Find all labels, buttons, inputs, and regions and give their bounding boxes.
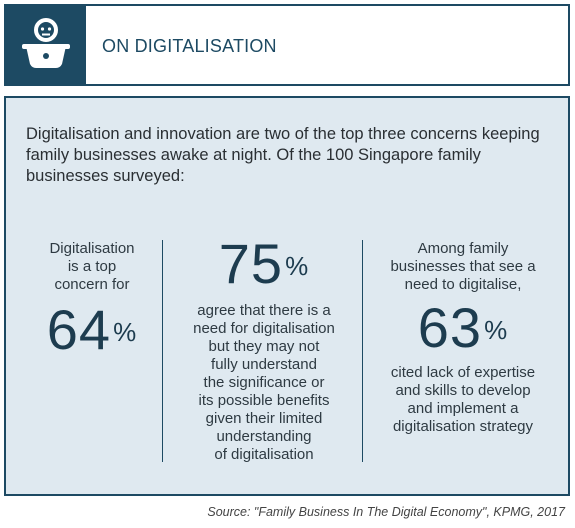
source-citation: Source: "Family Business In The Digital … [207,505,565,519]
stat-3-line-2: businesses that see a [390,258,536,275]
stat-column-3: Among family businesses that see a need … [372,240,554,436]
column-divider-1 [162,240,163,462]
stat-column-1: Digitalisation is a top concern for 64% [26,240,158,358]
section-header: ON DIGITALISATION [4,4,570,86]
stat-2-line-7: given their limited [205,410,323,427]
family-figure-icon [22,18,70,68]
stat-2-line-4: fully understand [211,356,317,373]
stat-3-line-1: Among family [417,240,509,257]
stat-1-value: 64% [26,302,158,358]
stat-2-line-6: its possible benefits [198,392,330,409]
stat-2-line-2: need for digitalisation [193,320,335,337]
stat-1-line-1: Digitalisation [49,240,135,257]
stat-2-line-3: but they may not [208,338,320,355]
stat-2-unit: % [285,251,310,281]
info-panel: Digitalisation and innovation are two of… [4,96,570,496]
stat-1-unit: % [113,317,138,347]
stat-2-line-1: agree that there is a [197,302,331,319]
intro-text: Digitalisation and innovation are two of… [26,125,540,185]
stat-2-line-5: the significance or [203,374,325,391]
stat-3-number: 63 [417,296,483,359]
stat-3-post-line-1: cited lack of expertise [390,364,536,381]
stat-3-unit: % [484,315,509,345]
stat-3-value: 63% [372,300,554,356]
column-divider-2 [362,240,363,462]
stat-2-line-9: of digitalisation [214,446,314,463]
stat-2-number: 75 [218,232,284,295]
page-title: ON DIGITALISATION [102,36,277,56]
stat-3-post-line-3: and implement a [407,400,519,417]
stat-1-number: 64 [46,298,112,361]
stat-2-line-8: understanding [216,428,312,445]
stat-2-value: 75% [174,236,354,292]
stat-1-line-3: concern for [54,276,130,293]
stat-3-post-line-4: digitalisation strategy [392,418,534,435]
stat-3-post-line-2: and skills to develop [395,382,531,399]
stat-1-line-2: is a top [67,258,117,275]
stat-column-2: 75% agree that there is a need for digit… [174,236,354,464]
stat-3-line-3: need to digitalise, [404,276,522,293]
icon-box [6,6,86,84]
